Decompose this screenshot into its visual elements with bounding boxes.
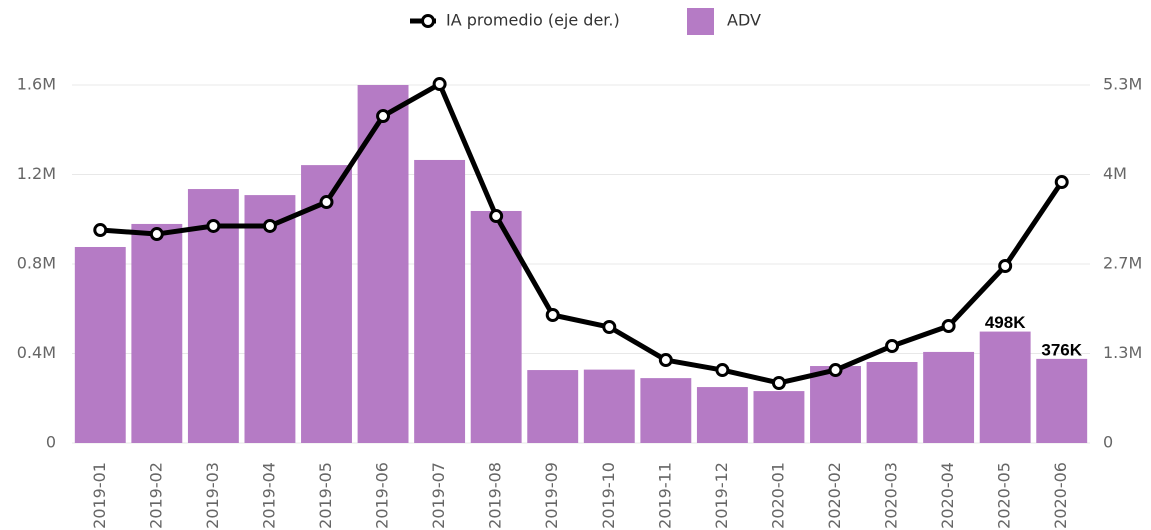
line (100, 81, 1064, 386)
marker (319, 195, 334, 210)
y-tick-label: 0 (46, 433, 56, 452)
marker (262, 218, 277, 233)
bar (527, 370, 579, 443)
y-tick-label: 1.6M (17, 75, 56, 94)
bar (131, 223, 183, 443)
marker (432, 77, 447, 92)
y2-tick-label: 4M (1103, 164, 1127, 183)
x-tick-label: 2019-07 (429, 462, 448, 529)
marker (93, 223, 108, 238)
marker (206, 218, 221, 233)
x-tick-label: 2019-06 (373, 462, 392, 529)
x-tick-label: 2019-01 (90, 462, 109, 529)
y-tick-label: 0.4M (17, 343, 56, 362)
x-tick-label: 2019-11 (655, 462, 674, 529)
value-label: 376K (1041, 340, 1082, 359)
marker (771, 375, 786, 390)
bar (753, 391, 805, 443)
bar (583, 369, 635, 443)
legend-marker (421, 14, 435, 28)
x-tick-label: 2019-03 (203, 462, 222, 529)
y2-tick-label: 2.7M (1103, 253, 1142, 272)
x-tick-label: 2019-10 (599, 462, 618, 529)
x-tick-label: 2019-05 (316, 462, 335, 529)
x-tick-label: 2019-12 (712, 462, 731, 529)
marker (885, 339, 900, 354)
x-tick-label: 2020-05 (995, 462, 1014, 529)
y2-tick-label: 5.3M (1103, 75, 1142, 94)
legend-label: ADV (727, 11, 761, 30)
legend-swatch (687, 8, 714, 35)
bar (979, 331, 1031, 443)
y-tick-label: 0.8M (17, 254, 56, 273)
y2-tick-label: 1.3M (1103, 343, 1142, 362)
x-tick-label: 2019-09 (542, 462, 561, 529)
marker (1054, 175, 1069, 190)
marker (715, 363, 730, 378)
marker (376, 109, 391, 124)
marker (545, 307, 560, 322)
x-tick-label: 2020-01 (768, 462, 787, 529)
marker (602, 320, 617, 335)
x-tick-label: 2020-03 (882, 462, 901, 529)
x-tick-label: 2020-04 (938, 462, 957, 529)
y2-tick-label: 0 (1103, 433, 1113, 452)
bar (810, 366, 861, 443)
bar (414, 159, 466, 444)
x-tick-label: 2020-02 (825, 462, 844, 529)
bar (640, 378, 692, 443)
marker (941, 319, 956, 334)
legend-label: IA promedio (eje der.) (446, 11, 620, 30)
x-tick-label: 2020-06 (1051, 462, 1070, 529)
value-label: 498K (985, 313, 1026, 332)
bar (244, 195, 296, 443)
x-tick-label: 2019-02 (146, 462, 165, 529)
marker (149, 227, 164, 242)
bar (74, 246, 126, 443)
bar (923, 351, 975, 443)
x-tick-label: 2019-08 (486, 462, 505, 529)
marker (489, 209, 504, 224)
marker (998, 258, 1013, 273)
bar (696, 387, 748, 443)
bar (1036, 358, 1088, 443)
x-tick-label: 2019-04 (259, 462, 278, 529)
bar (866, 362, 918, 443)
y-tick-label: 1.2M (17, 164, 56, 183)
marker (828, 363, 843, 378)
marker (658, 353, 673, 368)
